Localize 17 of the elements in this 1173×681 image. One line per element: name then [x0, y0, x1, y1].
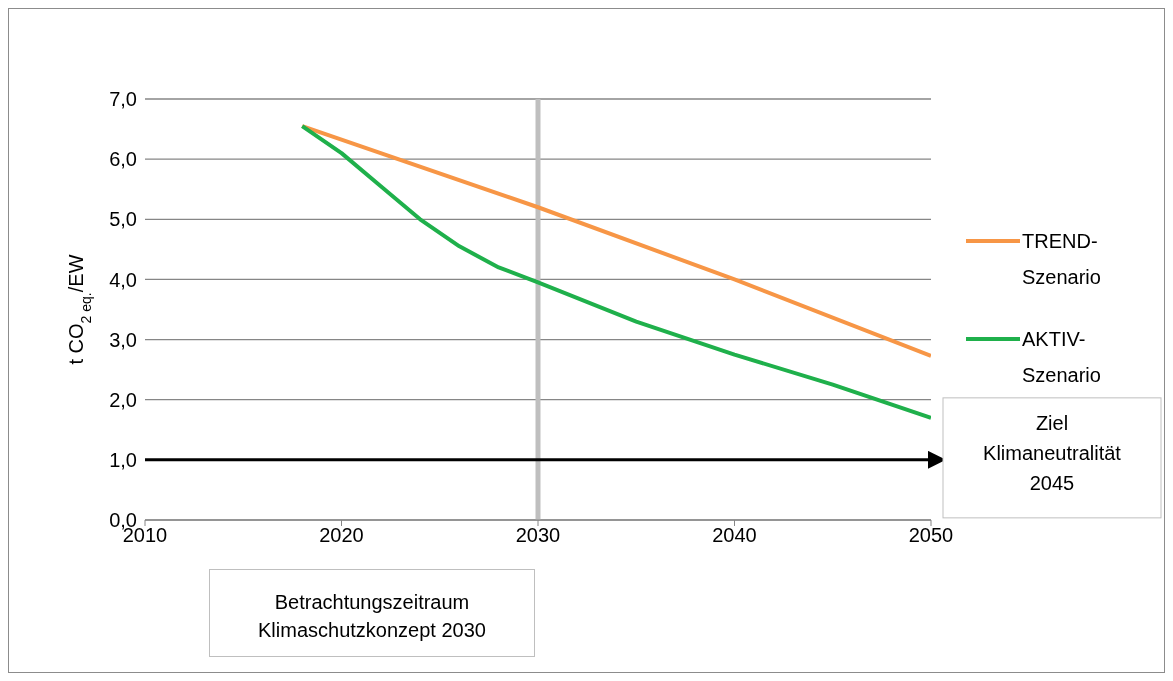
x-tick-label: 2030	[515, 524, 561, 547]
x-tick-label: 2040	[712, 524, 757, 547]
y-tick-label: 7,0	[109, 88, 137, 111]
y-tick-label: 1,0	[109, 448, 137, 471]
legend-label: AKTIV-Szenario	[1022, 327, 1102, 388]
line-series	[300, 124, 931, 420]
x-tick-label: 2050	[908, 524, 954, 547]
line-series	[300, 124, 931, 358]
legend-label: TREND-Szenario	[1022, 229, 1102, 290]
x-tick-label: 2020	[319, 524, 364, 547]
text: Betrachtungszeitraum Klimaschutzkonzept 2030	[209, 569, 535, 657]
y-tick-label: 6,0	[109, 148, 137, 171]
y-tick-label: 3,0	[109, 328, 137, 351]
ref-line-label: Ziel Klimaneutralität 2045	[983, 411, 1122, 494]
y-tick-label: 5,0	[109, 208, 137, 231]
y-tick-label: 4,0	[109, 268, 137, 291]
y-tick-label: 2,0	[109, 388, 137, 411]
